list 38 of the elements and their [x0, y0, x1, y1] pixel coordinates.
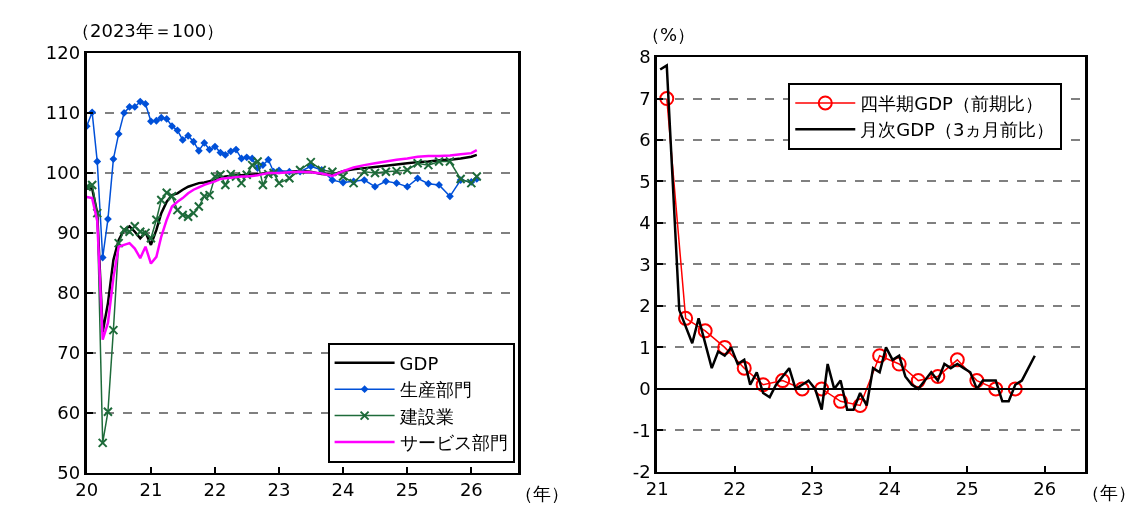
y-tick-label: 70 [57, 342, 81, 364]
legend-label: サービス部門 [399, 432, 508, 454]
y-tick-label: 90 [57, 222, 81, 244]
x-axis-title: （年） [1082, 482, 1136, 503]
x-tick-label: 22 [723, 478, 747, 500]
y-axis-title: （2023年＝100） [72, 20, 225, 41]
y-tick-label: -1 [632, 419, 651, 441]
x-tick-label: 23 [267, 479, 291, 501]
x-tick-label: 26 [1033, 478, 1057, 500]
y-tick-label: 4 [639, 212, 651, 234]
x-tick-label: 25 [395, 479, 419, 501]
legend-label: 月次GDP（3ヵ月前比） [860, 119, 1055, 141]
y-tick-label: 1 [639, 336, 651, 358]
legend-label: 生産部門 [399, 379, 472, 401]
y-tick-label: 60 [57, 402, 81, 424]
y-tick-label: 2 [639, 295, 651, 317]
x-tick-label: 26 [459, 479, 483, 501]
x-axis-title: （年） [515, 483, 569, 504]
y-tick-label: 0 [639, 378, 651, 400]
y-tick-label: 6 [639, 129, 651, 151]
x-tick-label: 22 [203, 479, 227, 501]
x-tick-label: 21 [139, 479, 163, 501]
x-tick-label: 23 [800, 478, 824, 500]
y-tick-label: 5 [639, 170, 651, 192]
legend-label: GDP [399, 352, 439, 374]
legend-label: 四半期GDP（前期比） [860, 92, 1043, 114]
y-axis-title: （%） [642, 24, 696, 45]
y-tick-label: 8 [639, 46, 651, 68]
y-tick-label: 110 [45, 102, 81, 124]
y-tick-label: 80 [57, 282, 81, 304]
y-tick-label: 100 [45, 162, 81, 184]
y-tick-label: 3 [639, 253, 651, 275]
x-tick-label: 24 [331, 479, 355, 501]
y-tick-label: 7 [639, 87, 651, 109]
y-tick-label: 120 [45, 42, 81, 64]
x-tick-label: 24 [878, 478, 902, 500]
legend-label: 建設業 [398, 405, 454, 427]
x-tick-label: 25 [955, 478, 979, 500]
